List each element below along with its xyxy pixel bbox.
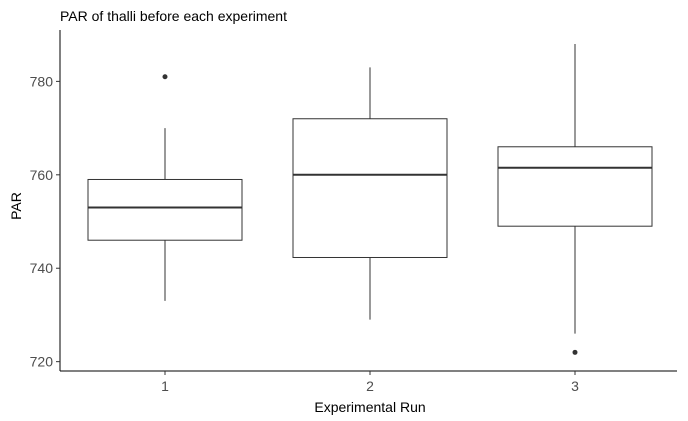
chart-title: PAR of thalli before each experiment	[60, 8, 287, 24]
y-tick-label: 760	[30, 167, 54, 183]
x-tick-label: 2	[366, 378, 374, 394]
y-tick-label: 720	[30, 354, 54, 370]
box-iqr	[497, 146, 653, 227]
box-iqr	[87, 178, 243, 241]
plot-area: 720 740 760 780 1 2 3	[30, 30, 677, 394]
outlier-point	[162, 74, 168, 80]
y-tick-label: 780	[30, 73, 54, 89]
box-iqr	[292, 118, 448, 258]
y-tick-label: 740	[30, 260, 54, 276]
x-tick-label: 3	[571, 378, 579, 394]
y-axis-title: PAR	[8, 192, 24, 220]
outlier-point	[572, 349, 578, 355]
x-tick-label: 1	[161, 378, 169, 394]
x-axis-title: Experimental Run	[314, 399, 425, 415]
